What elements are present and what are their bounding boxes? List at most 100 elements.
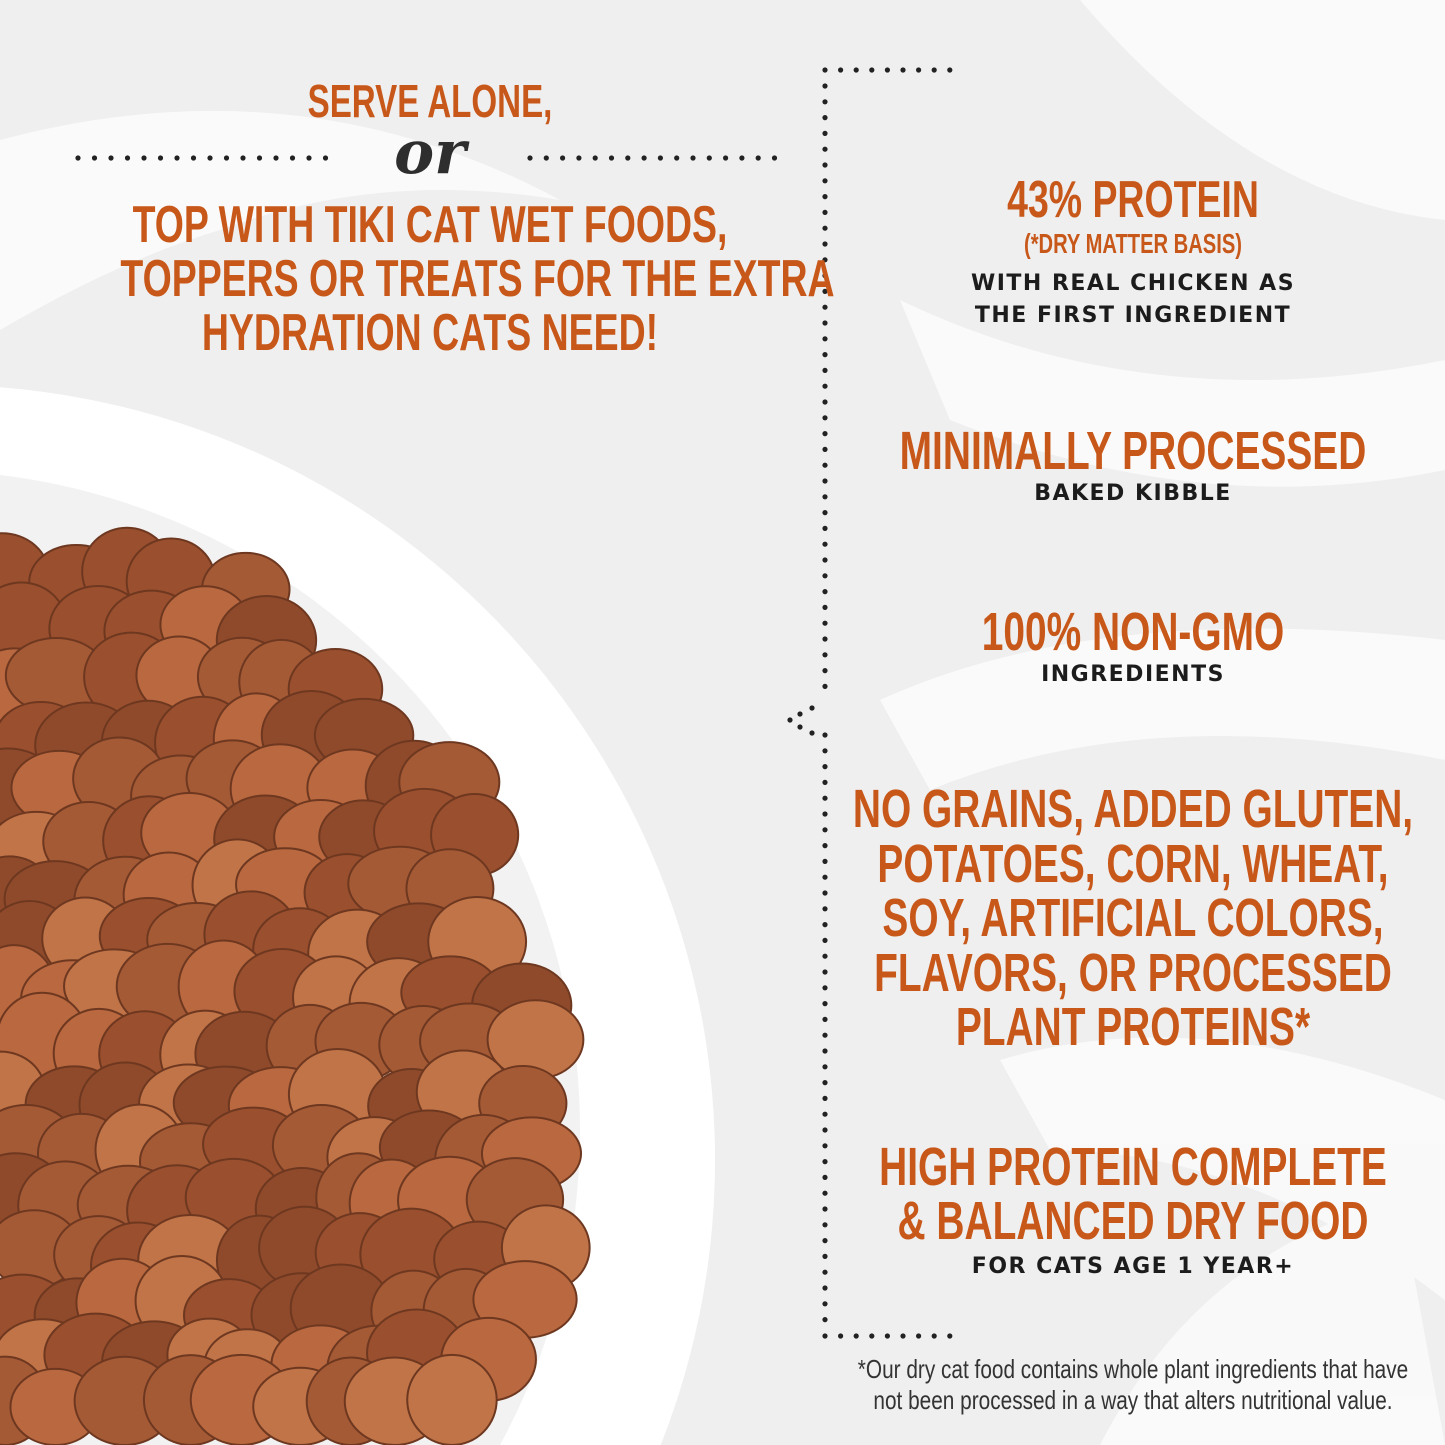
divider-dot bbox=[797, 711, 803, 717]
divider-dot bbox=[822, 922, 828, 928]
divider-dot bbox=[822, 194, 828, 200]
top-with-text: TOP WITH TIKI CAT WET FOODS, TOPPERS OR … bbox=[120, 196, 834, 362]
divider-dot bbox=[822, 1285, 828, 1291]
feature-title-line: FLAVORS, OR PROCESSED bbox=[874, 942, 1392, 1003]
divider-dot bbox=[884, 1333, 891, 1339]
divider-dot bbox=[787, 717, 793, 723]
divider-dot bbox=[900, 1333, 906, 1339]
divider-dot bbox=[560, 155, 566, 161]
divider-dot bbox=[822, 352, 828, 358]
divider-dot bbox=[869, 67, 875, 73]
divider-dot bbox=[207, 155, 213, 161]
divider-dot bbox=[822, 953, 828, 959]
kibble-pile bbox=[0, 526, 591, 1445]
divider-dot bbox=[822, 146, 828, 152]
feature-subtitle: BAKED KIBBLE bbox=[1034, 481, 1232, 506]
feature-title-line: NO GRAINS, ADDED GLUTEN, bbox=[852, 779, 1414, 839]
divider-dot bbox=[822, 1064, 828, 1070]
divider-dot bbox=[822, 415, 828, 421]
divider-dot bbox=[108, 155, 114, 161]
footnote-line: not been processed in a way that alters … bbox=[873, 1385, 1393, 1415]
divider-dot bbox=[853, 1333, 859, 1339]
divider-dot bbox=[884, 67, 891, 73]
divider-dot bbox=[822, 383, 828, 389]
divider-dot bbox=[822, 162, 828, 168]
divider-dot bbox=[527, 155, 533, 161]
divider-dot bbox=[822, 130, 828, 136]
feature-subtitle: FOR CATS AGE 1 YEAR+ bbox=[971, 1254, 1295, 1279]
feature-title: 43% PROTEIN bbox=[1007, 171, 1259, 229]
divider-dot bbox=[822, 304, 828, 310]
divider-dot bbox=[822, 795, 828, 801]
top-with-line: HYDRATION CATS NEED! bbox=[201, 304, 659, 362]
divider-dot bbox=[256, 155, 263, 161]
divider-dot bbox=[822, 1080, 828, 1086]
divider-dot bbox=[608, 155, 615, 161]
divider-dot bbox=[543, 155, 549, 161]
kibble-piece bbox=[406, 1353, 498, 1445]
divider-dot bbox=[822, 652, 828, 658]
divider-dot bbox=[822, 209, 828, 215]
divider-dot bbox=[124, 155, 131, 161]
feature-subtitle: WITH REAL CHICKEN AS THE FIRST INGREDIEN… bbox=[833, 268, 1433, 332]
divider-dot bbox=[822, 1333, 828, 1339]
feature-title-line: SOY, ARTIFICIAL COLORS, bbox=[882, 888, 1384, 948]
divider-dot bbox=[822, 748, 828, 754]
divider-dot bbox=[822, 115, 828, 121]
feature-title-line: POTATOES, CORN, WHEAT, bbox=[877, 833, 1389, 894]
footnote-line: *Our dry cat food contains whole plant i… bbox=[857, 1354, 1409, 1384]
divider-dot bbox=[809, 730, 815, 736]
serve-alone-text: SERVE ALONE, bbox=[307, 75, 553, 127]
footnote: *Our dry cat food contains whole plant i… bbox=[853, 1354, 1413, 1416]
divider-dot bbox=[947, 1333, 953, 1339]
feature-title-line: & BALANCED DRY FOOD bbox=[897, 1191, 1369, 1251]
feature-title: 100% NON-GMO bbox=[981, 602, 1285, 662]
divider-dot bbox=[822, 843, 828, 849]
divider-dot bbox=[592, 155, 598, 161]
divider-dot bbox=[822, 1269, 828, 1275]
divider-dot bbox=[739, 155, 745, 161]
divider-dot bbox=[306, 155, 312, 161]
divider-dot bbox=[822, 241, 828, 247]
divider-dot bbox=[822, 1238, 828, 1244]
divider-dot bbox=[822, 1001, 828, 1007]
divider-dot bbox=[822, 1048, 828, 1054]
feature-title-line: PLANT PROTEINS* bbox=[955, 997, 1311, 1057]
divider-dot bbox=[771, 155, 778, 161]
divider-dot bbox=[931, 1333, 937, 1339]
divider-dot bbox=[157, 155, 164, 161]
feature-subtitle: INGREDIENTS bbox=[1041, 662, 1225, 687]
divider-dot bbox=[822, 683, 828, 690]
divider-dot bbox=[822, 779, 828, 786]
divider-dot bbox=[822, 478, 828, 484]
divider-dot bbox=[674, 155, 680, 161]
divider-dot bbox=[822, 320, 828, 326]
divider-dot bbox=[822, 1174, 828, 1180]
divider-dot bbox=[223, 155, 230, 161]
divider-dot bbox=[822, 732, 828, 738]
divider-dot bbox=[322, 155, 329, 161]
divider-dot bbox=[822, 178, 828, 184]
divider-dot bbox=[75, 155, 81, 161]
divider-dot bbox=[900, 67, 906, 73]
divider-dot bbox=[822, 1143, 828, 1149]
feature-note: (*DRY MATTER BASIS) bbox=[1023, 228, 1243, 259]
feature-title: HIGH PROTEIN COMPLETE & BALANCED DRY FOO… bbox=[845, 1140, 1421, 1248]
divider-dot bbox=[822, 827, 828, 833]
divider-dot bbox=[869, 1333, 875, 1339]
feature-subtitle-line: WITH REAL CHICKEN AS bbox=[970, 271, 1296, 296]
divider-dot bbox=[822, 1190, 828, 1196]
divider-dot bbox=[822, 1111, 828, 1117]
divider-dot bbox=[853, 67, 859, 73]
top-with-line: TOP WITH TIKI CAT WET FOODS, bbox=[132, 196, 728, 254]
divider-dot bbox=[822, 1301, 828, 1307]
dotted-divider bbox=[75, 67, 953, 1339]
divider-dot bbox=[822, 288, 828, 294]
divider-dot bbox=[822, 1127, 828, 1133]
divider-dot bbox=[657, 155, 664, 161]
divider-dot bbox=[822, 1222, 828, 1228]
divider-dot bbox=[822, 890, 828, 896]
divider-dot bbox=[822, 620, 828, 626]
divider-dot bbox=[706, 155, 712, 161]
feature-no-grains: NO GRAINS, ADDED GLUTEN, POTATOES, CORN,… bbox=[845, 782, 1421, 1055]
